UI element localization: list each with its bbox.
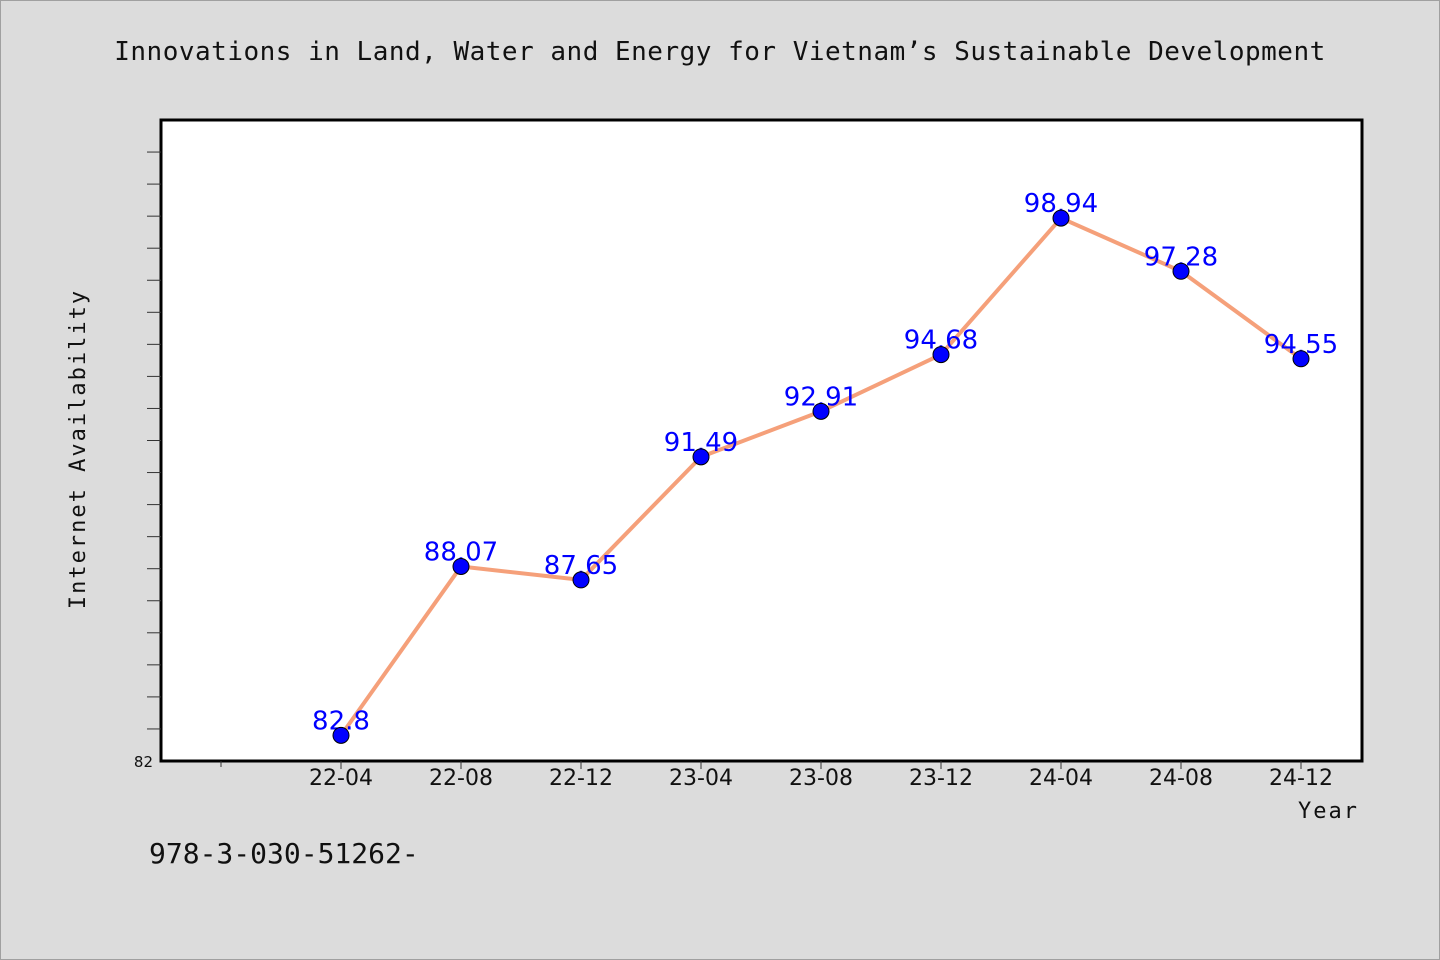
x-tick-label: 22-04 [309,766,373,791]
x-tick-label: 24-08 [1149,766,1213,791]
plot-area [159,118,1364,763]
data-point [332,726,350,744]
series-layer: 82.888.07 87.6591.4992.9194.6898.9497.289… [312,189,1338,744]
data-point [1052,209,1070,227]
y-axis-ticks [147,151,161,730]
data-point [812,402,830,420]
x-tick-label: 23-04 [669,766,733,791]
data-point [572,571,590,589]
x-tick-label: 24-04 [1029,766,1093,791]
x-tick-label: 23-08 [789,766,853,791]
isbn-footer: 978-3-030-51262- [149,837,419,870]
y-tick-label: 82 [134,753,153,771]
x-axis-ticks: 22-04 22-08 22-12 23-04 23-08 23-12 24-04 24-08… [220,761,1333,791]
data-point [1172,262,1190,280]
chart-title: Innovations in Land, Water and Energy fo… [114,37,1326,67]
y-axis-label: Internet Availability [66,289,91,609]
x-tick-label: 22-12 [549,766,613,791]
data-point [692,448,710,466]
data-point [1292,350,1310,368]
x-tick-label: 22-08 [429,766,493,791]
x-tick-label: 23-12 [909,766,973,791]
x-axis-label: Year [1298,799,1359,824]
data-point [452,557,470,575]
data-point [932,346,950,364]
x-tick-label: 24-12 [1269,766,1333,791]
